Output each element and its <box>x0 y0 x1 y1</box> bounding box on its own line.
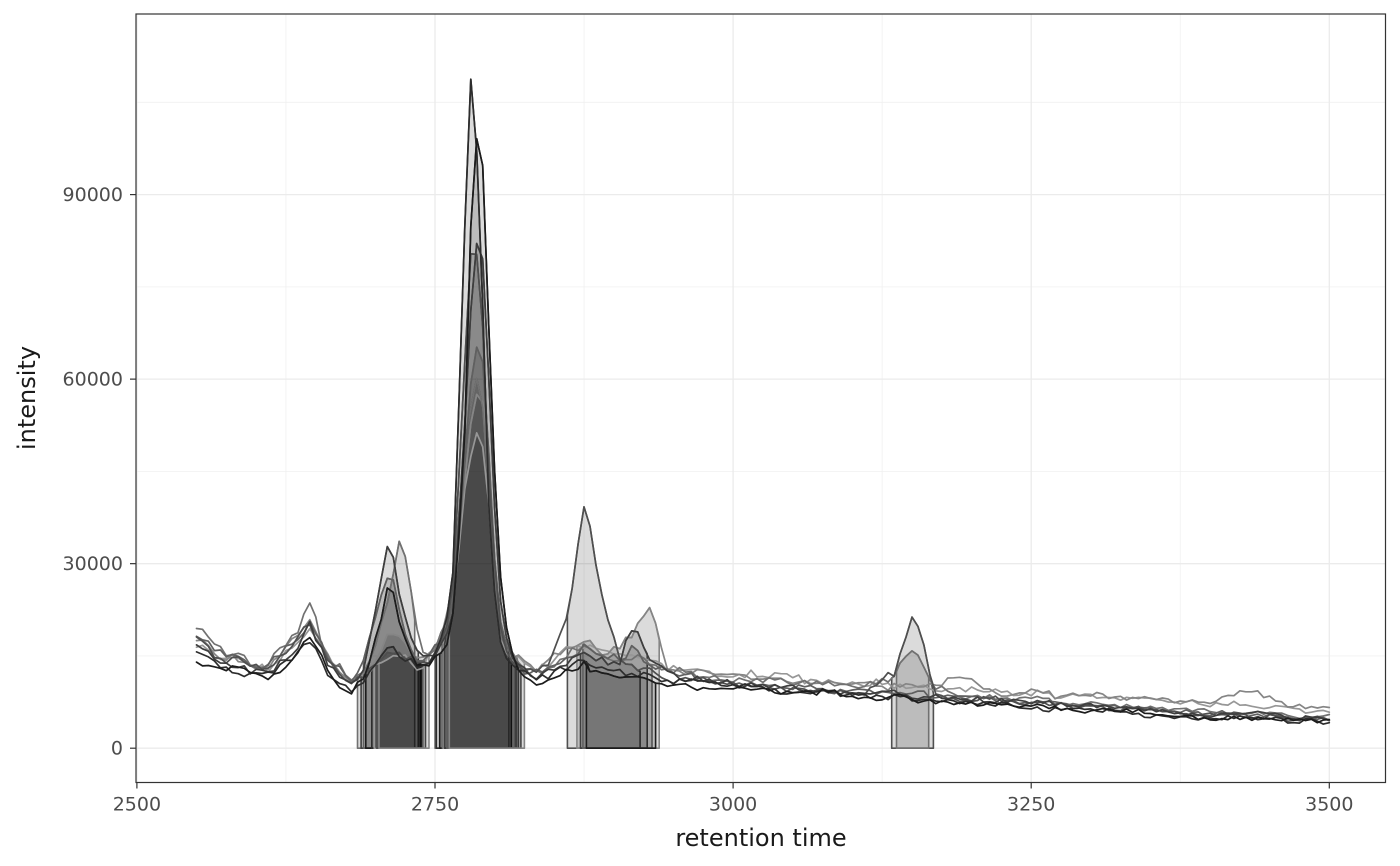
x-tick-label: 3250 <box>1007 794 1055 816</box>
y-tick-label: 30000 <box>63 553 123 575</box>
y-tick-label: 0 <box>111 738 123 760</box>
chromatogram-trace-sample-3 <box>195 242 1331 722</box>
x-axis-title: retention time <box>675 824 847 852</box>
plot-panel <box>136 14 1386 783</box>
panel-border <box>135 13 1387 784</box>
x-tick-label: 2500 <box>113 794 161 816</box>
x-tick-label: 2750 <box>411 794 459 816</box>
chromatogram-trace-sample-7 <box>195 393 1331 710</box>
x-tick-label: 3000 <box>709 794 757 816</box>
y-tick-label: 60000 <box>63 369 123 391</box>
y-tick-label: 90000 <box>63 184 123 206</box>
chromatogram-trace-sample-2 <box>195 78 1331 725</box>
chromatogram-trace-sample-1 <box>195 137 1331 724</box>
y-axis-title: intensity <box>13 345 41 451</box>
x-tick-label: 3500 <box>1305 794 1353 816</box>
